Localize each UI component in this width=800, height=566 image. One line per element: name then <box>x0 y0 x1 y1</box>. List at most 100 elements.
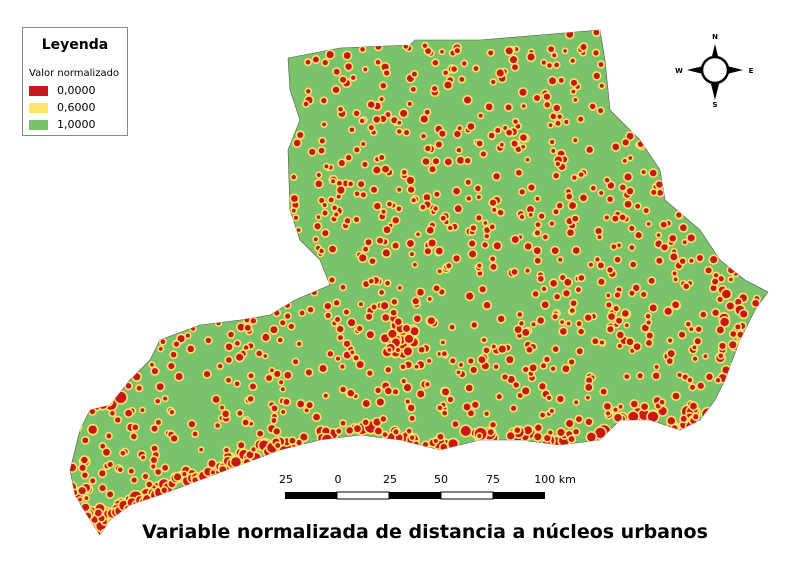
scale-label: 100 km <box>534 473 576 486</box>
urban-nucleus-mark <box>79 464 86 471</box>
urban-nucleus-mark <box>686 321 691 327</box>
urban-nucleus-mark <box>738 349 748 359</box>
urban-nucleus-mark <box>752 299 759 307</box>
urban-nucleus-mark <box>647 411 659 422</box>
urban-nucleus-mark <box>118 467 123 472</box>
urban-nucleus-mark <box>422 158 430 165</box>
urban-nucleus-mark <box>250 318 256 324</box>
urban-nucleus-mark <box>624 173 632 181</box>
urban-nucleus-mark <box>406 176 414 184</box>
urban-nucleus-mark <box>70 463 76 472</box>
urban-nucleus-mark <box>322 59 328 66</box>
urban-nucleus-mark <box>597 262 604 269</box>
urban-nucleus-mark <box>329 277 335 283</box>
urban-nucleus-mark <box>85 394 100 409</box>
urban-nucleus-mark <box>303 101 309 107</box>
urban-nucleus-mark <box>353 110 360 117</box>
urban-nucleus-mark <box>586 377 593 384</box>
urban-nucleus-mark <box>544 434 551 442</box>
urban-nucleus-mark <box>151 368 158 375</box>
urban-nucleus-mark <box>576 287 581 293</box>
urban-nucleus-mark <box>291 208 296 213</box>
urban-nucleus-mark <box>351 75 356 80</box>
urban-nucleus-mark <box>541 286 547 292</box>
urban-nucleus-mark <box>215 423 220 428</box>
urban-nucleus-mark <box>428 239 436 247</box>
urban-nucleus-mark <box>362 400 370 408</box>
urban-nucleus-mark <box>76 394 90 408</box>
urban-nucleus-mark <box>654 365 659 369</box>
urban-nucleus-mark <box>379 155 385 160</box>
urban-nucleus-mark <box>237 323 245 331</box>
urban-nucleus-mark <box>322 122 327 127</box>
urban-nucleus-mark <box>156 383 164 391</box>
urban-nucleus-mark <box>216 321 221 326</box>
urban-nucleus-mark <box>57 461 65 469</box>
urban-nucleus-mark <box>735 403 742 409</box>
urban-nucleus-mark <box>735 324 741 330</box>
urban-nucleus-mark <box>226 377 231 383</box>
urban-nucleus-mark <box>414 364 419 369</box>
urban-nucleus-mark <box>692 356 698 361</box>
urban-nucleus-mark <box>467 123 475 130</box>
urban-nucleus-mark <box>734 358 743 366</box>
urban-nucleus-mark <box>335 356 341 361</box>
urban-nucleus-mark <box>626 132 634 140</box>
urban-nucleus-mark <box>543 93 551 100</box>
urban-nucleus-mark <box>549 77 556 85</box>
urban-nucleus-mark <box>293 359 299 365</box>
urban-nucleus-mark <box>373 166 381 174</box>
urban-nucleus-mark <box>379 115 387 123</box>
urban-nucleus-mark <box>595 427 606 438</box>
urban-nucleus-mark <box>319 365 327 372</box>
urban-nucleus-mark <box>280 387 285 392</box>
urban-nucleus-mark <box>362 161 368 167</box>
urban-nucleus-mark <box>607 182 615 189</box>
urban-nucleus-mark <box>533 247 541 255</box>
urban-nucleus-mark <box>510 56 518 64</box>
urban-nucleus-mark <box>348 181 353 187</box>
urban-nucleus-mark <box>397 120 402 125</box>
urban-nucleus-mark <box>70 419 74 427</box>
urban-nucleus-mark <box>374 427 382 435</box>
urban-nucleus-mark <box>322 210 328 216</box>
urban-nucleus-mark <box>465 179 471 185</box>
urban-nucleus-mark <box>151 445 158 452</box>
urban-nucleus-mark <box>741 370 748 378</box>
urban-nucleus-mark <box>592 338 599 345</box>
urban-nucleus-mark <box>340 284 346 290</box>
urban-nucleus-mark <box>173 341 180 347</box>
urban-nucleus-mark <box>324 164 329 169</box>
urban-nucleus-mark <box>525 268 530 273</box>
urban-nucleus-mark <box>629 225 635 232</box>
urban-nucleus-mark <box>722 289 731 299</box>
urban-nucleus-mark <box>392 242 399 249</box>
urban-nucleus-mark <box>535 222 541 228</box>
urban-nucleus-mark <box>387 201 392 207</box>
urban-nucleus-mark <box>465 384 473 392</box>
urban-nucleus-mark <box>459 77 465 82</box>
urban-nucleus-mark <box>115 391 127 404</box>
urban-nucleus-mark <box>637 373 643 379</box>
urban-nucleus-mark <box>382 432 388 437</box>
urban-nucleus-mark <box>585 314 592 321</box>
urban-nucleus-mark <box>491 79 496 85</box>
urban-nucleus-mark <box>433 439 438 443</box>
urban-nucleus-mark <box>519 88 527 96</box>
urban-nucleus-mark <box>358 181 365 188</box>
urban-nucleus-mark <box>517 312 523 317</box>
urban-nucleus-mark <box>668 338 673 343</box>
urban-nucleus-mark <box>733 405 744 415</box>
urban-nucleus-mark <box>672 392 680 400</box>
urban-nucleus-mark <box>332 205 337 211</box>
urban-nucleus-mark <box>319 138 325 144</box>
urban-nucleus-mark <box>177 335 185 343</box>
urban-nucleus-mark <box>477 433 482 438</box>
urban-nucleus-mark <box>375 59 381 65</box>
urban-nucleus-mark <box>570 58 575 63</box>
urban-nucleus-mark <box>84 496 89 501</box>
urban-nucleus-mark <box>604 215 609 220</box>
urban-nucleus-mark <box>107 461 113 467</box>
urban-nucleus-mark <box>293 215 298 220</box>
urban-nucleus-mark <box>606 302 612 308</box>
